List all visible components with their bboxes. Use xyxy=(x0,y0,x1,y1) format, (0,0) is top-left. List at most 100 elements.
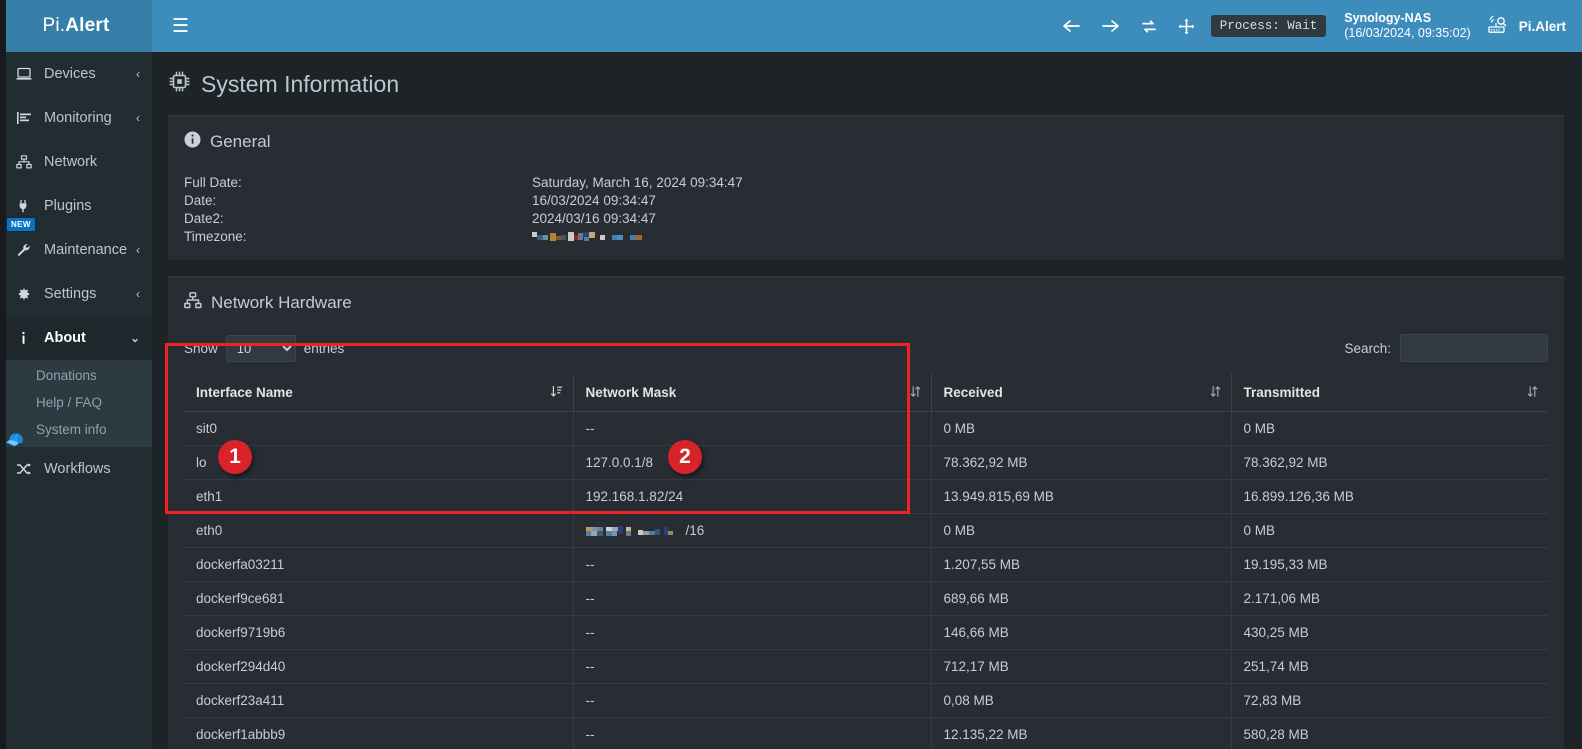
cell-received: 712,17 MB xyxy=(931,649,1232,684)
chevron-left-icon: ‹ xyxy=(136,243,140,257)
cell-received: 78.362,92 MB xyxy=(931,445,1232,480)
page-title-text: System Information xyxy=(201,71,400,97)
sidebar-item-devices[interactable]: Devices ‹ xyxy=(0,52,152,96)
chevron-left-icon: ‹ xyxy=(136,287,140,301)
arrow-right-icon[interactable] xyxy=(1101,19,1120,33)
redacted-pixels xyxy=(585,525,686,537)
sidebar-item-label: Network xyxy=(44,154,98,170)
chevron-down-icon: ⌄ xyxy=(129,331,140,345)
general-key: Date2: xyxy=(184,211,224,226)
cell-interface: dockerf9719b6 xyxy=(184,615,574,650)
search-input[interactable] xyxy=(1400,334,1548,362)
cell-received: 0 MB xyxy=(931,513,1232,548)
page-title: System Information xyxy=(152,52,1582,115)
column-header-interface-name[interactable]: Interface Name xyxy=(184,374,574,412)
sidebar-item-maintenance[interactable]: NEW Maintenance ‹ xyxy=(0,217,152,272)
cell-received: 1.207,55 MB xyxy=(931,547,1232,582)
cell-mask: 127.0.0.1/8 xyxy=(573,445,932,480)
table-row[interactable]: lo 127.0.0.1/8 78.362,92 MB 78.362,92 MB xyxy=(184,445,1548,480)
sidebar-item-label: About xyxy=(44,330,86,346)
sitemap-icon xyxy=(184,292,202,314)
gear-icon xyxy=(16,287,38,301)
general-key: Date: xyxy=(184,193,217,208)
cell-mask: -- xyxy=(573,717,932,749)
sidebar: Pi. Alert Devices ‹ Monitoring ‹ xyxy=(0,0,152,749)
search-control: Search: xyxy=(1344,334,1548,362)
brand-prefix: Pi. xyxy=(42,15,66,36)
column-label: Received xyxy=(943,385,1003,400)
sidebar-subitem-donations[interactable]: Donations xyxy=(36,368,97,383)
cell-received: 13.949.815,69 MB xyxy=(931,479,1232,514)
sidebar-item-settings[interactable]: Settings ‹ xyxy=(0,272,152,316)
table-body: sit0 -- 0 MB 0 MB lo 127.0.0.1/8 78.362,… xyxy=(184,411,1548,749)
refresh-icon[interactable] xyxy=(1140,19,1158,34)
cell-mask: -- xyxy=(573,649,932,684)
table-head: Interface Name Network Mask xyxy=(184,374,1548,412)
sidebar-item-label: Monitoring xyxy=(44,110,112,126)
content-area: System Information General Full Date: Sa… xyxy=(152,52,1582,749)
cell-transmitted: 72,83 MB xyxy=(1231,683,1548,718)
table-row[interactable]: dockerf23a411 -- 0,08 MB 72,83 MB xyxy=(184,683,1548,718)
arrow-left-icon[interactable] xyxy=(1062,19,1081,33)
host-info[interactable]: Synology-NAS (16/03/2024, 09:35:02) xyxy=(1344,11,1471,41)
router-wifi-icon xyxy=(1485,15,1511,38)
table-row[interactable]: dockerf9ce681 -- 689,66 MB 2.171,06 MB xyxy=(184,581,1548,616)
cell-interface: sit0 xyxy=(184,411,574,446)
sidebar-item-workflows[interactable]: 🧢 Workflows xyxy=(0,433,152,491)
cell-received: 689,66 MB xyxy=(931,581,1232,616)
column-label: Interface Name xyxy=(196,385,293,400)
network-hardware-panel-header: Network Hardware xyxy=(168,278,1564,322)
cell-received: 0,08 MB xyxy=(931,683,1232,718)
cell-interface: dockerf23a411 xyxy=(184,683,574,718)
brand-logo[interactable]: Pi. Alert xyxy=(0,0,152,52)
table-row[interactable]: dockerfa03211 -- 1.207,55 MB 19.195,33 M… xyxy=(184,547,1548,582)
sidebar-item-plugins[interactable]: Plugins xyxy=(0,184,152,228)
table-row[interactable]: sit0 -- 0 MB 0 MB xyxy=(184,411,1548,446)
general-key: Timezone: xyxy=(184,229,247,244)
sort-desc-icon xyxy=(550,385,563,401)
cell-transmitted: 0 MB xyxy=(1231,513,1548,548)
general-value: Saturday, March 16, 2024 09:34:47 xyxy=(532,175,743,190)
sidebar-subitem-help-faq[interactable]: Help / FAQ xyxy=(36,395,103,410)
cell-transmitted: 430,25 MB xyxy=(1231,615,1548,650)
cell-mask-redacted: /16 xyxy=(573,513,932,548)
sidebar-item-label: Plugins xyxy=(44,198,92,214)
cell-received: 0 MB xyxy=(931,411,1232,446)
chevron-left-icon: ‹ xyxy=(136,111,140,125)
info-icon xyxy=(16,331,38,345)
table-row[interactable]: eth1 192.168.1.82/24 13.949.815,69 MB 16… xyxy=(184,479,1548,514)
annotation-marker-2: 2 xyxy=(668,440,702,474)
cell-transmitted: 251,74 MB xyxy=(1231,649,1548,684)
table-row[interactable]: eth0 xyxy=(184,513,1548,548)
table-row[interactable]: dockerf1abbb9 -- 12.135,22 MB 580,28 MB xyxy=(184,717,1548,749)
sidebar-item-about[interactable]: About ⌄ xyxy=(0,316,152,360)
table-row[interactable]: dockerf9719b6 -- 146,66 MB 430,25 MB xyxy=(184,615,1548,650)
column-header-network-mask[interactable]: Network Mask xyxy=(573,374,932,412)
sidebar-subitem-system-info[interactable]: System info xyxy=(36,422,107,437)
host-name: Synology-NAS xyxy=(1344,11,1432,25)
cell-transmitted: 16.899.126,36 MB xyxy=(1231,479,1548,514)
datatable-controls: Show 10 25 50 100 entries Search: xyxy=(184,326,1548,374)
cell-received: 146,66 MB xyxy=(931,615,1232,650)
hamburger-icon[interactable]: ☰ xyxy=(172,15,190,37)
cell-interface: dockerf294d40 xyxy=(184,649,574,684)
sidebar-item-monitoring[interactable]: Monitoring ‹ xyxy=(0,96,152,140)
microchip-icon xyxy=(168,70,191,99)
wrench-icon xyxy=(16,243,38,257)
table-row[interactable]: dockerf294d40 -- 712,17 MB 251,74 MB xyxy=(184,649,1548,684)
user-menu[interactable]: Pi.Alert xyxy=(1485,15,1566,38)
column-header-transmitted[interactable]: Transmitted xyxy=(1231,374,1548,412)
redacted-pixels xyxy=(532,231,644,243)
search-label: Search: xyxy=(1344,340,1391,356)
page-length-select[interactable]: 10 25 50 100 xyxy=(225,334,296,362)
sidebar-item-network[interactable]: Network xyxy=(0,140,152,184)
show-label: Show xyxy=(184,340,218,356)
sidebar-submenu-about: Donations Help / FAQ System info xyxy=(0,360,152,447)
general-panel-title: General xyxy=(210,132,271,151)
column-header-received[interactable]: Received xyxy=(931,374,1232,412)
process-status-badge[interactable]: Process: Wait xyxy=(1210,15,1327,37)
move-icon[interactable] xyxy=(1178,18,1195,35)
table-header-row: Interface Name Network Mask xyxy=(184,374,1548,412)
plug-icon xyxy=(16,199,38,213)
page-length-control: Show 10 25 50 100 entries xyxy=(184,334,344,362)
